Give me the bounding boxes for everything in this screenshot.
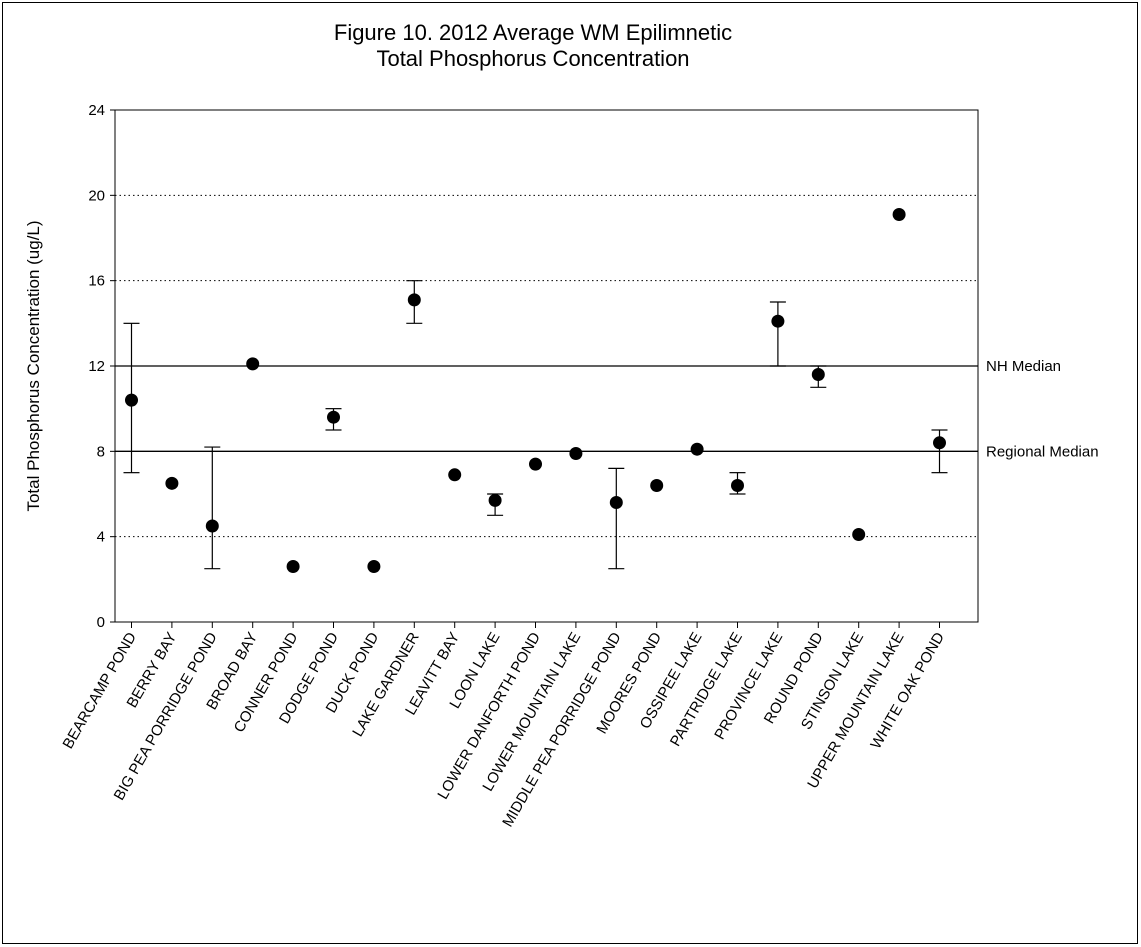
y-tick-label-0: 0: [97, 614, 105, 631]
data-point-18: [811, 368, 825, 382]
chart-title: Figure 10. 2012 Average WM EpilimneticTo…: [334, 20, 732, 71]
data-point-16: [731, 478, 744, 492]
reference-lines: NH Median Regional Median: [115, 358, 1099, 460]
data-point-4: [246, 357, 260, 371]
data-point-9: [448, 468, 462, 482]
y-axis-ticks: 0 4 8 12 16 20 24: [88, 102, 115, 631]
scatter-chart: Figure 10. 2012 Average WM EpilimneticTo…: [24, 20, 1099, 830]
data-point-20: [892, 208, 906, 222]
error-bar-17: [769, 301, 786, 367]
y-tick-label-16: 16: [88, 273, 105, 290]
y-tick-label-12: 12: [88, 358, 105, 375]
data-point-14: [650, 478, 664, 492]
data-point-7: [367, 560, 381, 574]
data-point-8: [407, 293, 421, 307]
x-tick-label-21: WHITE OAK POND: [867, 629, 948, 752]
data-point-11: [529, 457, 542, 471]
x-tick-label-1: BEARCAMP POND: [60, 629, 141, 751]
data-point-10: [488, 493, 502, 507]
y-tick-label-20: 20: [88, 187, 105, 204]
data-point-2: [165, 476, 179, 490]
data-point-19: [852, 528, 866, 542]
error-bar-3: [204, 446, 221, 570]
chart-title-line-2: Total Phosphorus Concentration: [376, 46, 689, 71]
data-point-12: [569, 446, 583, 460]
x-tick-label-16: PARTRIDGE LAKE: [667, 630, 746, 750]
chart-title-line-1: Figure 10. 2012 Average WM Epilimnetic: [334, 20, 732, 45]
reference-line-label-1: NH Median: [986, 358, 1061, 375]
y-tick-label-24: 24: [88, 102, 105, 119]
y-tick-label-4: 4: [97, 529, 105, 546]
y-axis-label: Total Phosphorus Concentration (ug/L): [24, 220, 43, 511]
data-point-17: [771, 314, 785, 328]
data-point-5: [286, 560, 300, 574]
data-points: [125, 208, 946, 574]
data-point-1: [125, 393, 138, 407]
data-point-15: [690, 442, 704, 456]
data-point-6: [327, 410, 340, 424]
data-point-21: [933, 436, 946, 450]
data-point-13: [609, 496, 623, 510]
error-bars: [123, 280, 948, 570]
error-bar-13: [608, 467, 625, 570]
reference-line-label-2: Regional Median: [986, 443, 1099, 460]
data-point-3: [205, 519, 219, 533]
y-tick-label-8: 8: [97, 443, 105, 460]
